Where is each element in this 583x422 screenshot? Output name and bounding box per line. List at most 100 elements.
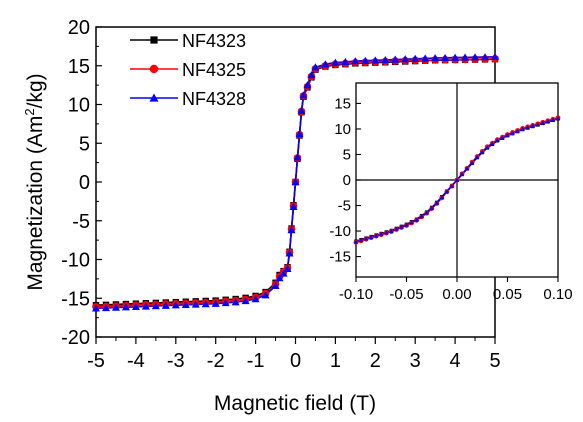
inset-x-tick-label: -0.10	[339, 286, 373, 303]
inset-nf4328-point	[464, 166, 470, 171]
main-nf4328-point	[411, 54, 420, 62]
main-nf4328-point	[421, 54, 430, 62]
inset-nf4328-point	[394, 226, 399, 231]
inset-x-tick-label: 0.00	[442, 286, 471, 303]
main-nf4328-point	[271, 281, 280, 290]
main-nf4328-point	[291, 178, 300, 186]
legend: NF4323 NF4325 NF4328	[130, 31, 246, 109]
inset-nf4328-point	[555, 115, 561, 121]
inset-nf4328-point	[525, 125, 530, 130]
main-nf4328-point	[297, 106, 306, 114]
inset-y-tick-label: -15	[329, 249, 351, 266]
inset-nf4328-point	[363, 236, 369, 241]
main-nf4328-point	[201, 300, 210, 308]
inset-nf4328-point	[434, 200, 440, 205]
main-y-tick-label: -10	[61, 250, 90, 272]
main-nf4328-point	[241, 296, 250, 305]
inset-nf4328-point	[384, 230, 389, 235]
inset-x-tick-label: -0.05	[389, 286, 423, 303]
legend-nf4328-marker	[149, 93, 159, 102]
main-y-tick-label: 10	[68, 95, 90, 117]
main-y-tick-label: 20	[68, 17, 90, 39]
main-nf4328-point	[299, 91, 308, 99]
main-nf4328-point	[285, 249, 294, 257]
main-y-tick-label: 5	[79, 133, 90, 155]
main-nf4328-point	[171, 301, 180, 309]
main-nf4328-point	[371, 56, 380, 64]
inset-nf4328-point	[515, 128, 520, 133]
inset-nf4328-point	[439, 195, 445, 200]
inset-x-axis: -0.10 -0.05 0.00 0.05 0.10	[339, 277, 573, 303]
inset-nf4328-point	[419, 213, 424, 219]
main-nf4328-point	[293, 153, 302, 161]
y-axis-title-main: Magnetization (Am	[24, 116, 47, 291]
main-nf4328-point	[221, 298, 230, 307]
y-axis-title: Magnetization (Am2/kg)	[22, 73, 47, 290]
main-nf4328-point	[191, 300, 200, 308]
main-nf4328-point	[141, 302, 150, 310]
inset-y-tick-label: 10	[334, 121, 351, 138]
main-nf4328-point	[381, 55, 390, 64]
main-nf4328-point	[441, 53, 450, 62]
inset-nf4328-point	[469, 160, 475, 165]
inset-nf4328-point	[500, 135, 505, 140]
main-x-tick-label: 1	[330, 350, 341, 372]
main-nf4328-point	[251, 295, 260, 303]
inset-nf4328-point	[480, 149, 485, 154]
inset-nf4328-point	[429, 205, 434, 210]
main-nf4328-point	[295, 129, 304, 138]
main-nf4328-point	[331, 58, 340, 66]
main-x-tick-label: -3	[167, 350, 185, 372]
main-nf4328-point	[431, 54, 440, 62]
inset-nf4328-point	[399, 224, 404, 229]
inset-nf4328-point	[373, 233, 379, 238]
inset-nf4328-point	[414, 217, 419, 222]
inset-nf4328-point	[459, 171, 465, 176]
main-nf4328-point	[321, 60, 330, 68]
inset-nf4328-point	[454, 177, 460, 182]
main-nf4328-point	[401, 55, 410, 63]
main-nf4328-point	[121, 303, 130, 311]
main-nf4328-point	[461, 53, 470, 61]
main-y-tick-label: -5	[72, 211, 90, 233]
main-x-tick-label: 5	[489, 350, 500, 372]
main-x-tick-label: 4	[450, 350, 461, 372]
inset-nf4328-point	[490, 141, 495, 146]
inset-y-tick-label: 0	[343, 172, 351, 189]
main-nf4328-point	[283, 264, 292, 272]
inset-x-tick-label: 0.10	[543, 286, 572, 303]
inset-series-group	[353, 115, 561, 245]
main-nf4328-point	[311, 63, 320, 71]
main-nf4328-point	[303, 81, 312, 89]
main-nf4328-point	[231, 298, 240, 306]
legend-nf4328-label: NF4328	[182, 89, 246, 109]
legend-nf4325-label: NF4325	[182, 60, 246, 80]
main-y-tick-label: 15	[68, 56, 90, 78]
main-nf4328-point	[289, 202, 298, 210]
legend-nf4325-marker	[149, 64, 159, 74]
main-x-tick-label: -4	[127, 350, 145, 372]
main-series-group	[92, 52, 499, 312]
inset-nf4328-point	[505, 132, 510, 137]
main-nf4328-point	[451, 53, 460, 61]
legend-nf4323-label: NF4323	[182, 31, 246, 51]
inset-nf4328-point	[550, 117, 556, 122]
y-axis-title-superscript: 2	[22, 108, 37, 115]
inset-nf4328-point	[545, 119, 551, 124]
main-nf4328-point	[92, 304, 100, 312]
inset-y-tick-label: 5	[343, 146, 351, 163]
inset-nf4328-point	[444, 189, 450, 194]
inset-nf4328-point	[424, 210, 429, 215]
inset-nf4328-point	[389, 228, 394, 233]
inset-nf4328-point	[368, 234, 374, 239]
main-nf4328-point	[101, 303, 110, 312]
main-nf4328-point	[161, 301, 170, 309]
main-x-tick-label: -2	[207, 350, 225, 372]
inset-nf4328-point	[404, 222, 409, 227]
main-y-tick-label: 0	[79, 172, 90, 194]
inset-nf4328-point	[353, 239, 359, 244]
main-nf4328-point	[391, 55, 400, 63]
inset-y-axis: -15 -10 -5 0 5 10 15	[329, 95, 361, 266]
